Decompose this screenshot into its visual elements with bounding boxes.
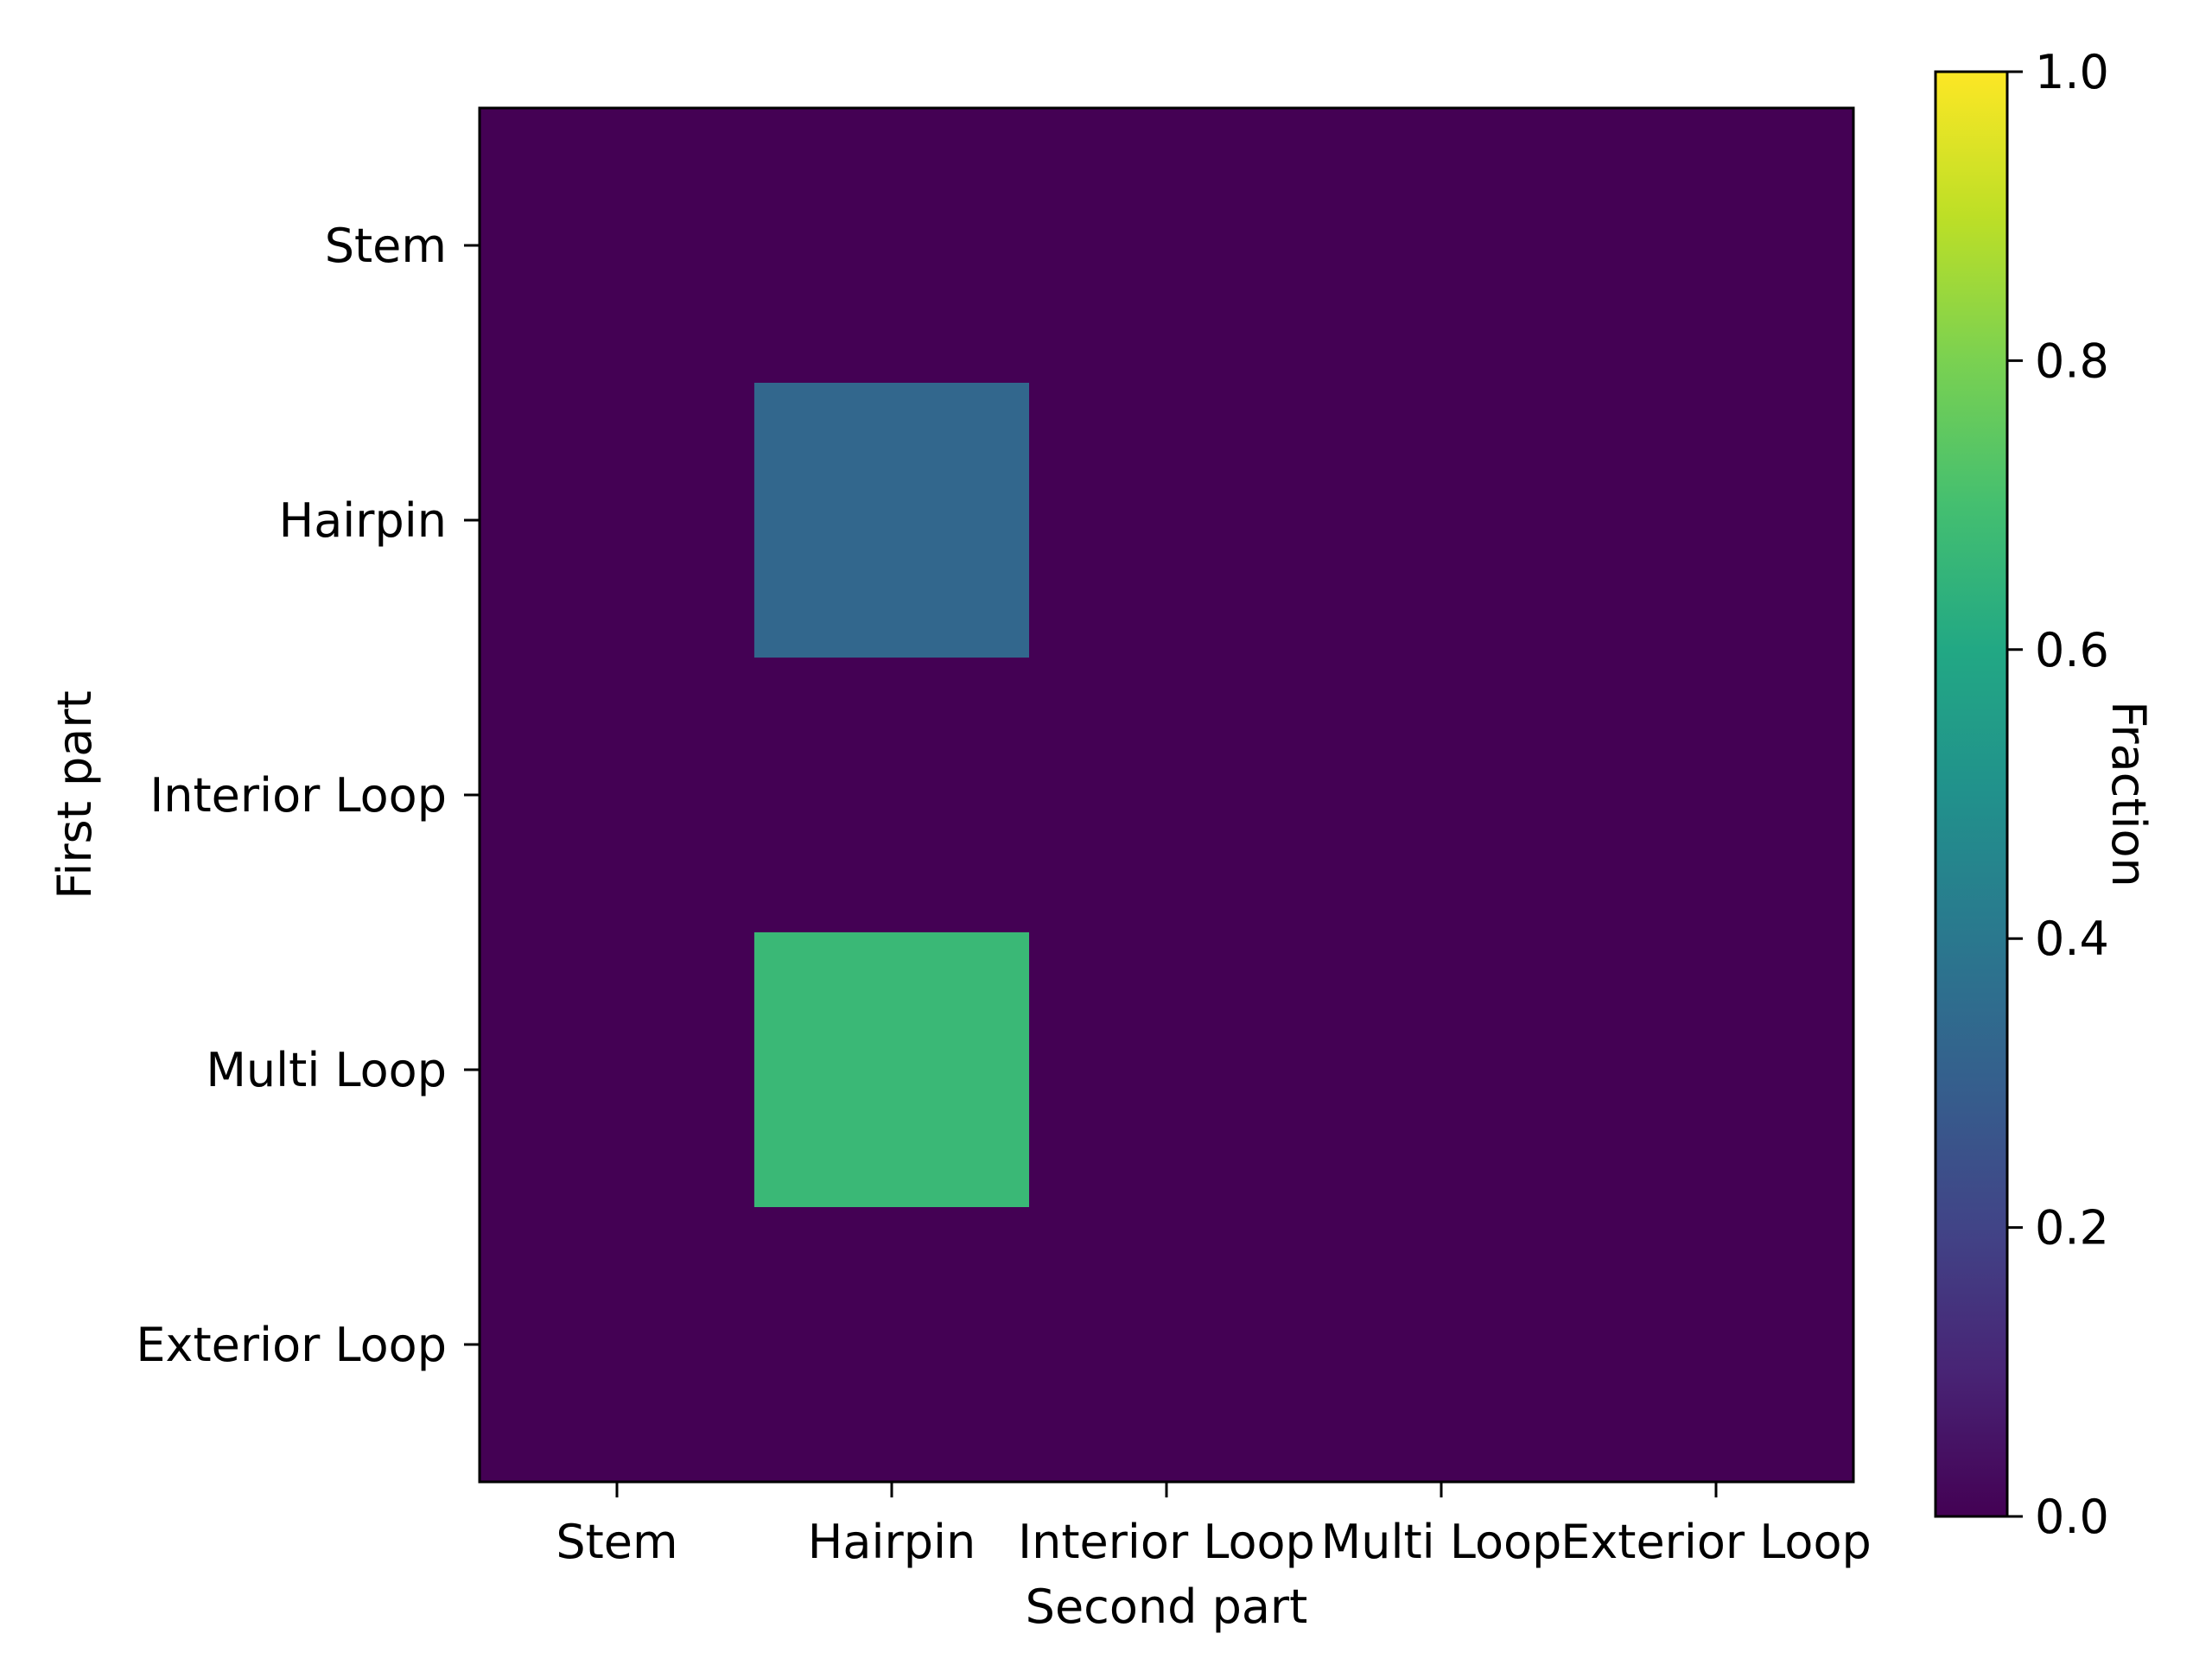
heatmap-cell xyxy=(1029,658,1305,933)
heatmap-cell xyxy=(754,1207,1030,1483)
x-axis-label: Second part xyxy=(1026,1580,1308,1634)
heatmap-cell xyxy=(1029,383,1305,658)
colorbar-label: Fraction xyxy=(2101,701,2156,887)
heatmap-cell xyxy=(1579,658,1854,933)
heatmap-cell xyxy=(754,108,1030,384)
x-tick-label: Multi Loop xyxy=(1321,1515,1562,1569)
colorbar-tick-label: 0.6 xyxy=(2035,623,2109,677)
colorbar xyxy=(1934,70,2009,1518)
heatmap-cell xyxy=(1304,1207,1580,1483)
heatmap-cell xyxy=(1579,108,1854,384)
y-axis-label: First part xyxy=(48,690,102,899)
heatmap-cell xyxy=(1579,383,1854,658)
heatmap-cell xyxy=(754,932,1030,1208)
heatmap-cell xyxy=(480,1207,755,1483)
heatmap-cell xyxy=(480,932,755,1208)
heatmap-cell xyxy=(1304,932,1580,1208)
heatmap-cell xyxy=(480,383,755,658)
heatmap-cell xyxy=(754,658,1030,933)
x-axis-ticks: Stem Hairpin Interior Loop Multi LoopExteri… xyxy=(556,1482,1872,1569)
y-tick-label: Multi Loop xyxy=(206,1043,447,1097)
heatmap-cell xyxy=(754,383,1030,658)
colorbar-tick-label: 1.0 xyxy=(2035,45,2109,99)
heatmap-cell xyxy=(1579,1207,1854,1483)
heatmap-cell xyxy=(1029,932,1305,1208)
heatmap-cell xyxy=(480,658,755,933)
heatmap-cell xyxy=(480,108,755,384)
heatmap-cell xyxy=(1579,932,1854,1208)
heatmap-cell xyxy=(1029,1207,1305,1483)
heatmap-cells xyxy=(480,108,1854,1483)
colorbar-ticks: 0.0 0.2 0.4 0.6 0.8 1.0 xyxy=(2007,45,2109,1544)
y-tick-label: Hairpin xyxy=(279,493,447,548)
colorbar-tick-label: 0.0 xyxy=(2035,1490,2109,1544)
heatmap-cell xyxy=(1304,383,1580,658)
y-tick-label: Stem xyxy=(325,219,447,273)
colorbar-tick-label: 0.8 xyxy=(2035,334,2109,388)
y-axis-ticks: Stem Hairpin Interior Loop Multi Loop Exteri… xyxy=(136,219,480,1372)
colorbar-tick-label: 0.4 xyxy=(2035,912,2109,966)
x-tick-label: Interior Loop xyxy=(1018,1515,1315,1569)
heatmap-cell xyxy=(1304,658,1580,933)
x-tick-label: Hairpin xyxy=(808,1515,976,1569)
heatmap-cell xyxy=(1304,108,1580,384)
y-tick-label: Interior Loop xyxy=(149,768,447,823)
colorbar-tick-label: 0.2 xyxy=(2035,1201,2109,1255)
heatmap-cell xyxy=(1029,108,1305,384)
x-tick-label: Stem xyxy=(556,1515,677,1569)
x-tick-label: Exterior Loop xyxy=(1560,1515,1872,1569)
y-tick-label: Exterior Loop xyxy=(136,1318,447,1372)
